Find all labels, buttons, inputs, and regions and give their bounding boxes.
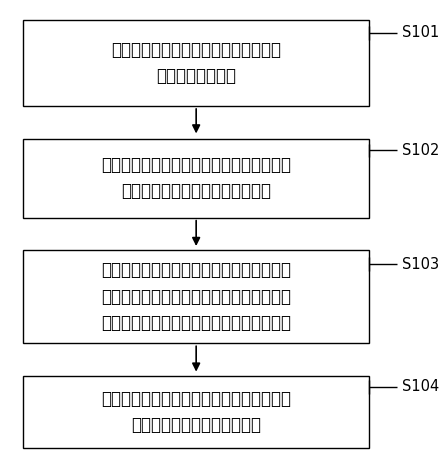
Text: 在检测到手指触摸触摸屏超过预定时间后，
再次获取手指在触摸屏上的触摸区域，同时
获取新的触摸区域的中心点作为第二中心点: 在检测到手指触摸触摸屏超过预定时间后， 再次获取手指在触摸屏上的触摸区域，同时 … [101, 262, 291, 332]
Bar [23, 250, 369, 344]
Text: S104: S104 [402, 379, 439, 394]
Text: S101: S101 [402, 25, 439, 40]
Text: S102: S102 [402, 143, 439, 158]
Text: 当检测到用户触摸触摸屏时，触发开启
手指倾斜识别功能: 当检测到用户触摸触摸屏时，触发开启 手指倾斜识别功能 [111, 41, 281, 85]
Text: S103: S103 [402, 257, 439, 272]
Text: 获取手指在触摸屏上的触摸区域，并获取该
触摸区域的中心点作为第一中心点: 获取手指在触摸屏上的触摸区域，并获取该 触摸区域的中心点作为第一中心点 [101, 156, 291, 200]
Text: 判断第二中心点是否偏离第一中心点预定距
离，当是时，则判定手指倾斜: 判断第二中心点是否偏离第一中心点预定距 离，当是时，则判定手指倾斜 [101, 390, 291, 434]
Bar [23, 376, 369, 448]
Bar [23, 20, 369, 106]
Bar [23, 139, 369, 218]
